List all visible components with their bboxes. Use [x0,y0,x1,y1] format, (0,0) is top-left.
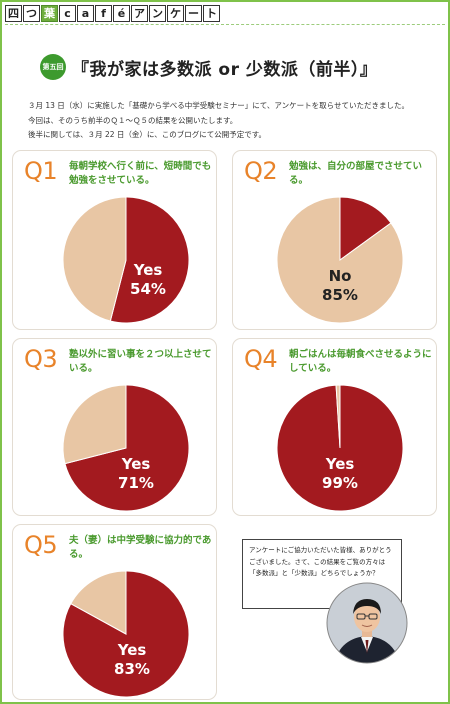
presenter-avatar [326,582,408,664]
brand-char: つ [23,5,40,22]
answer-percent: 85% [322,286,358,304]
question-text: 塾以外に習い事を２つ以上させている。 [69,349,212,374]
brand-char: 四 [5,5,22,22]
pie-slice-no [62,384,127,465]
answer-label: Yes [325,455,355,473]
pie-chart-q1 [62,196,190,324]
pie-slice-no [62,196,127,322]
question-number: Q2 [244,157,278,185]
question-number: Q5 [24,531,58,559]
answer-percent: 71% [118,474,154,492]
answer-label: Yes [121,455,151,473]
brand-char: ア [131,5,148,22]
question-number: Q3 [24,345,58,373]
header-divider [5,24,445,25]
pie-chart-q3 [62,384,190,512]
brand-char: ン [149,5,166,22]
question-card-q2: Q2 勉強は、自分の部屋でさせている。 No 85% [232,150,437,330]
question-number: Q4 [244,345,278,373]
brand-char: é [113,5,130,22]
pie-chart-q5 [62,570,190,698]
pie-slice-no [70,570,127,635]
pie-label-q1: Yes 54% [117,261,179,299]
brand-char: f [95,5,112,22]
question-text: 勉強は、自分の部屋でさせている。 [289,161,423,186]
pie-slice-yes [339,196,392,261]
answer-percent: 99% [322,474,358,492]
pie-chart-q4 [276,384,404,512]
brand-char: 葉 [41,5,58,22]
pie-slice-yes [109,196,190,324]
question-text: 朝ごはんは毎朝食べさせるようにしている。 [289,349,432,374]
question-card-q5: Q5 夫（妻）は中学受験に協力的である。 Yes 83% [12,524,217,700]
pie-slice-no [276,196,404,324]
pie-slice-no [335,384,341,449]
question-text: 毎朝学校へ行く前に、短時間でも勉強をさせている。 [69,161,212,186]
pie-label-q5: Yes 83% [101,641,163,679]
pie-label-q2: No 85% [309,267,371,305]
page-title: 『我が家は多数派 or 少数派（前半）』 [72,59,378,80]
pie-chart-q2 [276,196,404,324]
brand-char: ト [203,5,220,22]
episode-badge: 第五回 [40,54,66,80]
brand-char: a [77,5,94,22]
intro-text: ３月 13 日（水）に実施した「基礎から学べる中学受験セミナー」にて、アンケート… [28,101,409,139]
question-number: Q1 [24,157,58,185]
answer-label: No [328,267,352,285]
answer-percent: 54% [130,280,166,298]
title-row: 第五回 『我が家は多数派 or 少数派（前半）』 [40,54,377,80]
brand-char: c [59,5,76,22]
answer-label: Yes [117,641,147,659]
question-card-q1: Q1 毎朝学校へ行く前に、短時間でも勉強をさせている。 Yes 54% [12,150,217,330]
brand-char: ー [185,5,202,22]
question-text: 夫（妻）は中学受験に協力的である。 [69,535,212,560]
question-card-q3: Q3 塾以外に習い事を２つ以上させている。 Yes 71% [12,338,217,516]
pie-label-q3: Yes 71% [105,455,167,493]
question-card-q4: Q4 朝ごはんは毎朝食べさせるようにしている。 Yes 99% [232,338,437,516]
pie-label-q4: Yes 99% [309,455,371,493]
answer-percent: 83% [114,660,150,678]
brand-char: ケ [167,5,184,22]
pie-slice-yes [64,384,190,512]
answer-label: Yes [133,261,163,279]
